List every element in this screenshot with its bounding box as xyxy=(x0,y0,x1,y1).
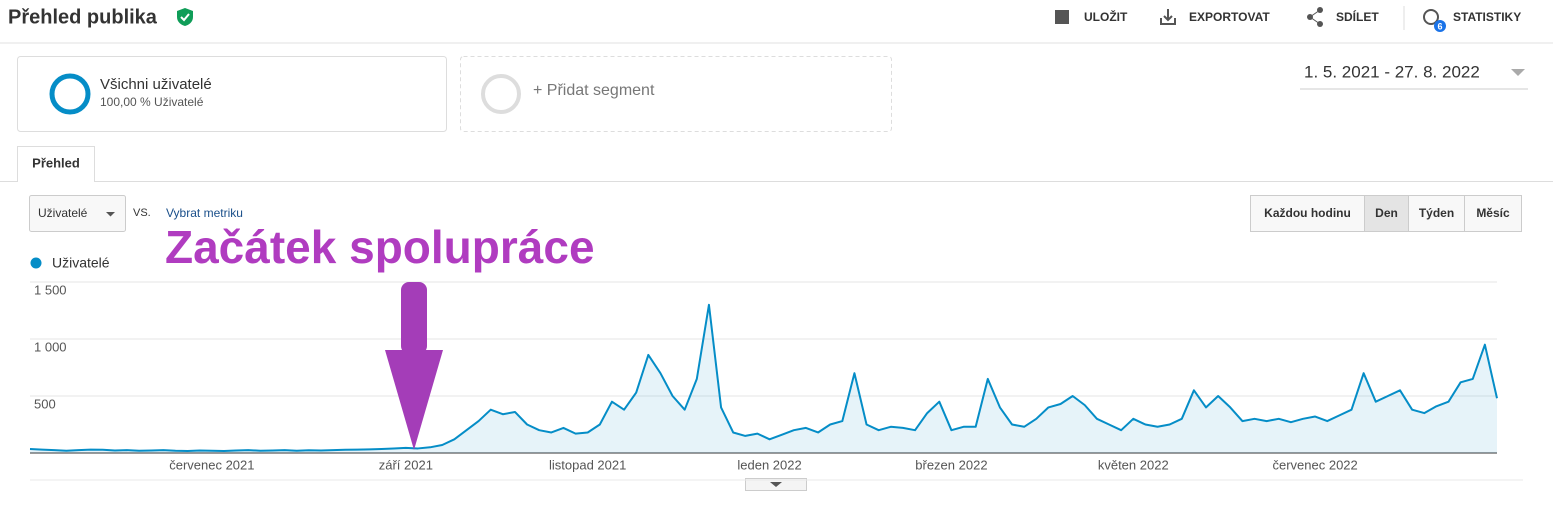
granularity-button[interactable] xyxy=(1408,195,1465,232)
y-tick-label: 500 xyxy=(34,396,56,411)
granularity-label: Den xyxy=(1375,206,1398,220)
x-tick-label: červenec 2022 xyxy=(1272,457,1357,472)
granularity-label: Každou hodinu xyxy=(1264,206,1351,220)
date-range[interactable]: 1. 5. 2021 - 27. 8. 2022 xyxy=(1304,62,1480,81)
tab[interactable] xyxy=(17,146,95,182)
metric-label: Uživatelé xyxy=(38,206,88,220)
add-segment: + Přidat segment xyxy=(533,82,655,99)
legend-label: Uživatelé xyxy=(52,255,110,271)
page-title: Přehled publika xyxy=(8,6,158,28)
legend-dot xyxy=(30,257,42,269)
segment-ring xyxy=(49,73,91,115)
granularity-button[interactable] xyxy=(1250,195,1365,232)
granularity-label: Měsíc xyxy=(1476,206,1510,220)
vs-label: VS. xyxy=(133,207,151,219)
date-caret xyxy=(1511,69,1525,76)
export-icon xyxy=(1160,9,1176,25)
save-button[interactable]: ULOŽIT xyxy=(1084,9,1128,24)
y-tick-label: 1 500 xyxy=(34,282,67,297)
tab-gap xyxy=(18,178,94,184)
segment-detail: 100,00 % Uživatelé xyxy=(100,95,204,109)
x-tick-label: listopad 2021 xyxy=(549,457,626,472)
tab-label: Přehled xyxy=(32,155,80,170)
granularity-button[interactable] xyxy=(1464,195,1522,232)
x-tick-label: březen 2022 xyxy=(915,457,987,472)
area xyxy=(30,304,1497,453)
segment-card[interactable] xyxy=(17,56,447,132)
metric-dropdown[interactable] xyxy=(29,195,126,232)
annotation: Začátek spolupráce xyxy=(165,221,595,273)
export-button[interactable]: EXPORTOVAT xyxy=(1189,10,1270,24)
verified-icon xyxy=(177,8,193,26)
share-button[interactable]: SDÍLET xyxy=(1336,9,1379,24)
add-segment-ring xyxy=(481,74,521,114)
segment-name: Všichni uživatelé xyxy=(100,76,212,93)
x-tick-label: leden 2022 xyxy=(737,457,801,472)
badge xyxy=(1434,20,1446,32)
granularity-button[interactable] xyxy=(1364,195,1409,232)
x-tick-label: červenec 2021 xyxy=(169,457,254,472)
granularity-label: Týden xyxy=(1419,206,1454,220)
insights-button[interactable]: STATISTIKY xyxy=(1453,10,1521,24)
metric-caret xyxy=(106,212,115,217)
insights-icon xyxy=(1423,9,1439,25)
expand-caret xyxy=(770,482,782,487)
badge-count: 6 xyxy=(1437,21,1442,31)
share-icon xyxy=(1307,7,1323,27)
save-icon xyxy=(1055,10,1069,24)
pick-metric[interactable]: Vybrat metriku xyxy=(166,206,243,220)
x-tick-label: květen 2022 xyxy=(1098,457,1169,472)
y-tick-label: 1 000 xyxy=(34,339,67,354)
add-segment-card[interactable] xyxy=(460,56,892,132)
annotation-arrow xyxy=(385,282,443,450)
line xyxy=(29,303,1498,452)
x-tick-label: září 2021 xyxy=(379,457,433,472)
